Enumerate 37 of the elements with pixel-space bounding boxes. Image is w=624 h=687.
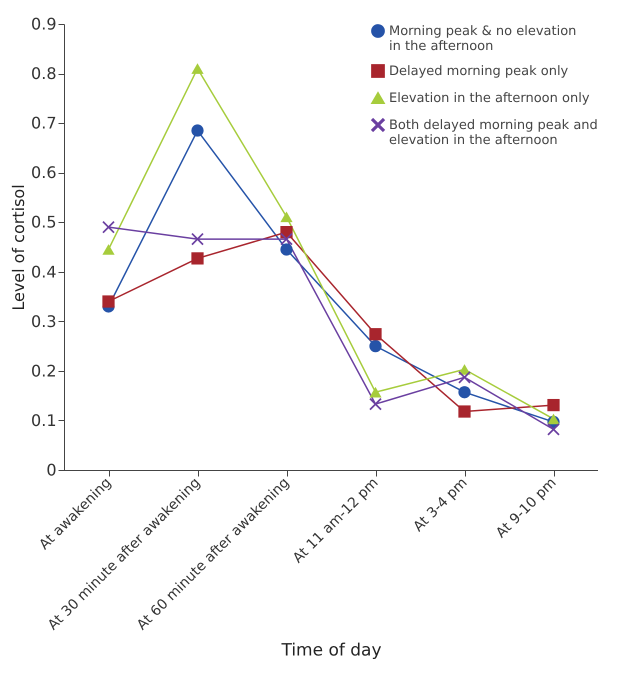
y-tick-label: 0.1 <box>31 410 56 430</box>
point <box>547 414 560 424</box>
point <box>102 244 115 255</box>
legend-label: Delayed morning peak only <box>389 64 569 79</box>
point <box>458 371 471 384</box>
legend-label: Both delayed morning peak and elevation in the afternoon <box>389 118 598 148</box>
y-axis-title: Level of cortisol <box>9 184 28 311</box>
legend-label: Morning peak & no elevation in the afternoon <box>389 24 576 54</box>
y-tick-label: 0.7 <box>31 114 56 133</box>
x-tick-label: At 3-4 pm <box>410 474 471 536</box>
point <box>547 398 560 412</box>
point <box>458 405 471 418</box>
point <box>191 232 204 246</box>
y-tick-label: 0.8 <box>31 64 56 84</box>
point <box>547 423 560 436</box>
point <box>280 211 293 222</box>
y-tick-label: 0.4 <box>31 262 56 282</box>
y-tick-label: 0.3 <box>31 312 56 331</box>
point <box>369 328 382 340</box>
y-tick-label: 0.2 <box>31 361 56 380</box>
point <box>458 386 471 398</box>
point <box>102 221 115 234</box>
x-axis-title: Time of day <box>280 640 382 661</box>
y-tick-label: 0.9 <box>31 14 56 34</box>
point <box>280 232 293 246</box>
y-tick-label: 0.5 <box>31 212 56 232</box>
y-tick-label: 0.6 <box>31 163 56 182</box>
legend-label: Elevation in the afternoon only <box>389 91 590 106</box>
point <box>102 295 115 308</box>
point <box>191 252 204 265</box>
point <box>369 340 382 352</box>
point <box>191 124 204 137</box>
point <box>369 386 382 398</box>
y-tick-label: 0 <box>46 460 56 480</box>
point <box>280 243 293 256</box>
point <box>191 63 204 74</box>
point <box>369 398 382 410</box>
